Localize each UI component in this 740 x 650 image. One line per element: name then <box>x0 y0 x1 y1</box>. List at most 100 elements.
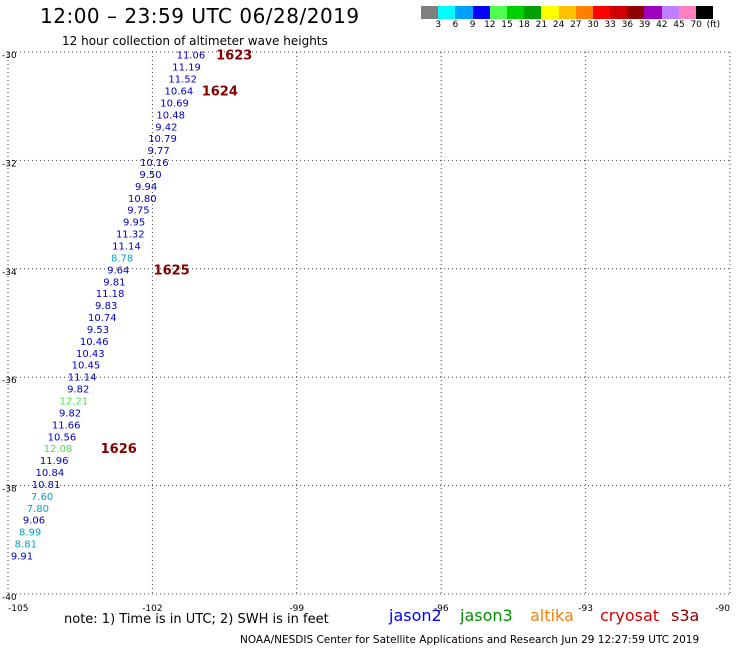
x-tick-label: -90 <box>715 604 730 614</box>
y-tick-label: -34 <box>2 268 17 278</box>
wave-height-value: 11.06 <box>177 51 206 62</box>
wave-height-value: 9.91 <box>11 552 33 563</box>
wave-height-value: 9.94 <box>135 182 157 193</box>
legend-tick-label: 18 <box>518 20 530 30</box>
legend-tick-label: 42 <box>656 20 668 30</box>
wave-height-value: 11.14 <box>68 373 97 384</box>
legend-swatch <box>678 6 696 19</box>
satellite-label-s3a: s3a <box>671 606 700 625</box>
legend-tick-label: 3 <box>435 20 442 30</box>
legend-swatch <box>506 6 525 19</box>
legend-swatch <box>438 6 456 19</box>
wave-height-value: 10.84 <box>36 468 65 479</box>
wave-height-value: 11.19 <box>172 63 201 74</box>
legend-tick-label: 24 <box>552 20 565 30</box>
x-tick-label: -93 <box>578 604 593 614</box>
y-tick-label: -30 <box>2 51 17 61</box>
legend-swatch <box>696 6 714 19</box>
legend-swatch <box>575 6 593 19</box>
legend-swatch <box>455 6 473 19</box>
legend-swatch <box>472 6 490 19</box>
satellite-label-jason3: jason3 <box>460 606 513 625</box>
legend-tick-label: 21 <box>535 20 548 30</box>
wave-height-value: 9.82 <box>67 385 89 396</box>
footnote: note: 1) Time is in UTC; 2) SWH is in fe… <box>64 612 329 627</box>
chart-title: 12:00 – 23:59 UTC 06/28/2019 <box>40 4 360 28</box>
wave-height-value: 7.80 <box>27 504 49 515</box>
x-tick-label: -105 <box>8 604 28 614</box>
wave-height-value: 10.56 <box>48 432 77 443</box>
legend-swatch <box>489 6 507 19</box>
credit-line: NOAA/NESDIS Center for Satellite Applica… <box>240 634 700 646</box>
wave-height-value: 8.78 <box>111 253 133 264</box>
satellite-label-jason2: jason2 <box>389 606 442 625</box>
wave-height-value: 10.80 <box>128 194 157 205</box>
wave-height-value: 10.16 <box>140 158 169 169</box>
wave-height-value: 12.08 <box>44 444 73 455</box>
wave-height-value: 9.64 <box>107 265 129 276</box>
wave-height-value: 9.81 <box>103 277 125 288</box>
y-tick-label: -32 <box>2 159 17 169</box>
wave-height-value: 10.81 <box>32 480 61 491</box>
legend-tick-label: 9 <box>469 20 476 30</box>
wave-height-value: 10.45 <box>72 361 101 372</box>
wave-height-value: 10.69 <box>160 98 189 109</box>
legend-swatch <box>541 6 559 19</box>
wave-height-value: 8.99 <box>19 528 41 539</box>
wave-height-value: 10.46 <box>80 337 109 348</box>
legend-swatch <box>627 6 645 19</box>
wave-height-value: 11.66 <box>52 420 81 431</box>
legend-tick-label: 15 <box>501 20 513 30</box>
legend-tick-label: 33 <box>604 20 616 30</box>
legend-tick-label: (ft) <box>706 20 721 30</box>
x-tick-label: -99 <box>289 604 304 614</box>
legend-tick-labels: 3 6 9 12 15 18 21 24 27 30 33 36 39 42 45 70 (ft) <box>421 19 720 33</box>
legend-tick-label: 27 <box>570 20 582 30</box>
satellite-label-altika: altika <box>530 606 574 625</box>
wave-height-value: 10.74 <box>88 313 117 324</box>
x-tick-label: -96 <box>434 604 449 614</box>
x-tick-label: -102 <box>142 604 162 614</box>
axis-tick-labels: -105 -102 -99 -96 -93 -90 -30 -32 -34 -36 -38 -40 <box>2 51 730 614</box>
legend-tick-label: 39 <box>638 20 651 30</box>
wave-height-value: 9.75 <box>127 206 149 217</box>
wave-height-value: 10.64 <box>165 86 194 97</box>
time-mark: 1624 <box>202 84 238 99</box>
wave-height-value: 9.77 <box>148 146 170 157</box>
wave-height-value: 11.14 <box>112 241 141 252</box>
wave-height-value: 9.50 <box>139 170 161 181</box>
wave-height-value: 9.82 <box>59 408 81 419</box>
legend-swatch <box>644 6 662 19</box>
wave-height-value: 12.21 <box>60 397 89 408</box>
wave-height-value: 11.32 <box>116 230 145 241</box>
wave-height-value: 9.42 <box>155 122 177 133</box>
wave-height-value: 10.79 <box>148 134 177 145</box>
legend-swatch <box>592 6 611 19</box>
legend-swatch <box>610 6 628 19</box>
time-mark: 1626 <box>101 442 137 457</box>
legend-swatch <box>524 6 542 19</box>
legend-tick-label: 36 <box>621 20 634 30</box>
wave-height-values: 11.0611.1911.5210.6410.6910.489.4210.799… <box>11 51 205 563</box>
time-mark: 1623 <box>216 49 252 64</box>
time-mark: 1625 <box>154 263 190 278</box>
y-tick-label: -40 <box>2 593 17 603</box>
time-marks: 1623 1624 1625 1626 <box>101 49 253 457</box>
wave-height-value: 7.60 <box>31 492 53 503</box>
wave-height-value: 9.06 <box>23 516 45 527</box>
wave-height-value: 11.96 <box>40 456 69 467</box>
y-tick-label: -36 <box>2 376 17 386</box>
legend-tick-label: 12 <box>484 20 496 30</box>
satellite-label-cryosat: cryosat <box>600 606 660 625</box>
y-tick-label: -38 <box>2 485 17 495</box>
legend-swatch <box>558 6 576 19</box>
legend-tick-label: 45 <box>673 20 685 30</box>
wave-height-value: 9.53 <box>87 325 109 336</box>
legend-swatch <box>661 6 679 19</box>
wave-height-value: 11.52 <box>168 75 197 86</box>
wave-height-value: 9.95 <box>123 218 145 229</box>
wave-height-value: 9.83 <box>95 301 117 312</box>
legend-tick-label: 6 <box>452 20 459 30</box>
chart-subtitle: 12 hour collection of altimeter wave hei… <box>62 34 328 48</box>
